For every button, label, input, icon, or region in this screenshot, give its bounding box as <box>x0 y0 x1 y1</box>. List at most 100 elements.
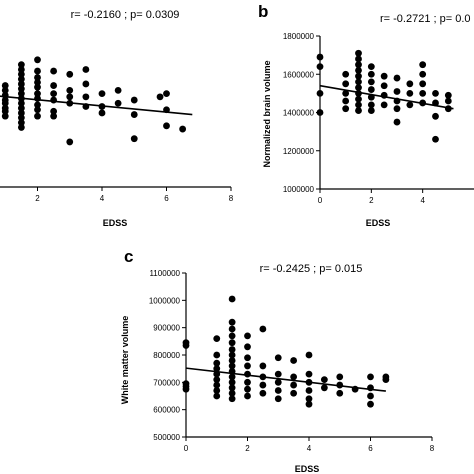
panel-b-data-point <box>367 70 375 78</box>
panel-c-data-point <box>244 354 251 362</box>
panel-a-data-point <box>98 109 106 117</box>
panel-c-y-axis-label: White matter volume <box>120 316 130 405</box>
panel-b-data-point <box>342 89 350 97</box>
panel-b-data-point <box>355 61 362 69</box>
panel-a-data-point <box>34 83 41 91</box>
panel-c-data-point <box>228 395 236 403</box>
panel-c-data-point <box>213 351 221 359</box>
panel-c-y-tick-label: 900000 <box>153 324 180 333</box>
panel-c-data-point <box>305 387 313 394</box>
panel-a-data-point <box>98 90 106 98</box>
panel-b-data-point <box>393 105 401 113</box>
panel-a-scatter: r= -0.2160 ; p= 0.0309 EDSS 2 4 6 8 <box>0 9 234 228</box>
panel-c-data-point <box>290 389 298 397</box>
panel-c-data-point <box>244 378 251 386</box>
panel-c-x-tick-label: 0 <box>184 444 189 453</box>
panel-c-data-point <box>320 384 328 392</box>
panel-a-data-point <box>130 96 138 104</box>
panel-b-data-point <box>444 91 452 99</box>
panel-c-data-point <box>290 357 298 364</box>
panel-c-data-point <box>274 395 282 403</box>
panel-c-data-point <box>305 400 313 408</box>
panel-c-data-point <box>290 373 298 381</box>
panel-a-data-point <box>17 90 25 98</box>
panel-a-data-point <box>1 82 9 89</box>
panel-c-data-point <box>305 395 313 403</box>
panel-c-x-axis-label: EDSS <box>295 464 320 474</box>
panel-c-data-point <box>244 343 251 351</box>
panel-a-x-axis-label: EDSS <box>103 218 128 228</box>
panel-c-data-point <box>244 392 251 400</box>
panel-a-data-point <box>130 135 138 143</box>
panel-b-data-point <box>419 89 427 97</box>
panel-a-data-point <box>156 93 164 101</box>
panel-a-data-point <box>163 90 170 98</box>
panel-c-data-point <box>290 381 298 389</box>
panel-c-data-point <box>213 392 221 400</box>
panel-a-data-point <box>82 80 90 88</box>
panel-c-data-point <box>228 339 236 347</box>
panel-a-data-point <box>66 87 74 94</box>
panel-a-data-point <box>50 96 58 104</box>
panel-c-y-tick-label: 500000 <box>153 433 180 442</box>
panel-b-data-point <box>419 70 427 78</box>
panel-c-data-point <box>382 376 390 383</box>
panel-a-data-point <box>1 99 9 107</box>
panel-b-data-point <box>380 101 388 109</box>
panel-a-data-point <box>17 99 25 107</box>
panel-b-x-tick-label: 4 <box>420 196 425 205</box>
panel-a-data-point <box>17 80 25 88</box>
panel-b-data-point <box>355 67 362 74</box>
panel-b-data-point <box>355 95 362 103</box>
panel-c-data-point <box>228 378 236 386</box>
panel-c-data-point <box>244 332 251 340</box>
panel-c-data-point <box>213 381 221 389</box>
panel-a-x-tick-label: 4 <box>100 194 105 203</box>
panel-a-data-point <box>17 70 25 78</box>
panel-c-data-point <box>259 362 267 370</box>
panel-b-annotation: r= -0.2721 ; p= 0.0 <box>380 13 471 25</box>
panel-c-data-point <box>213 376 221 383</box>
panel-b-label: b <box>258 2 268 21</box>
panel-a-data-point <box>66 70 74 78</box>
panel-a-x-tick-label: 2 <box>35 194 40 203</box>
panel-c-data-point <box>305 370 313 378</box>
panel-a-data-point <box>130 111 138 118</box>
panel-b-data-point <box>380 72 388 80</box>
panel-c-annotation: r= -0.2425 ; p= 0.015 <box>260 263 363 275</box>
panel-c-y-tick-label: 800000 <box>153 351 180 360</box>
panel-b-data-point <box>367 101 375 109</box>
panel-a-data-point <box>34 101 41 109</box>
panel-b-x-tick-label: 0 <box>318 196 323 205</box>
panel-c-data-point <box>274 354 282 362</box>
panel-b-data-point <box>444 97 452 105</box>
panel-b-data-point <box>406 89 414 97</box>
panel-b-data-point <box>316 109 324 116</box>
panel-b-data-point <box>406 101 414 109</box>
panel-b-data-point <box>367 107 375 114</box>
panel-a-data-point <box>17 119 25 126</box>
panel-a-data-point <box>34 112 41 120</box>
panel-c-x-tick-label: 6 <box>368 444 373 453</box>
panel-c-data-point <box>367 392 374 400</box>
panel-a-data-point <box>82 66 90 73</box>
panel-a-data-point <box>17 66 25 73</box>
panel-a-data-point <box>50 67 58 75</box>
panel-b-data-point <box>342 97 350 105</box>
panel-b-x-axis-label: EDSS <box>366 218 391 228</box>
panel-b-data-point <box>393 118 401 126</box>
panel-b-data-point <box>316 89 324 97</box>
panel-c-data-point <box>213 387 221 394</box>
panel-c-data-point <box>259 389 267 397</box>
panel-c-data-point <box>274 387 282 394</box>
panel-a-data-point <box>50 107 58 115</box>
panel-c-data-point <box>228 318 236 326</box>
panel-c-data-point <box>244 385 251 393</box>
panel-c-data-point <box>259 381 267 389</box>
panel-a-data-point <box>34 78 41 86</box>
panel-b-data-point <box>432 112 439 120</box>
panel-b-y-tick-label: 1000000 <box>283 185 315 194</box>
panel-a-data-point <box>34 90 41 98</box>
panel-b-data-point <box>406 80 414 88</box>
panel-c-data-point <box>228 384 236 392</box>
